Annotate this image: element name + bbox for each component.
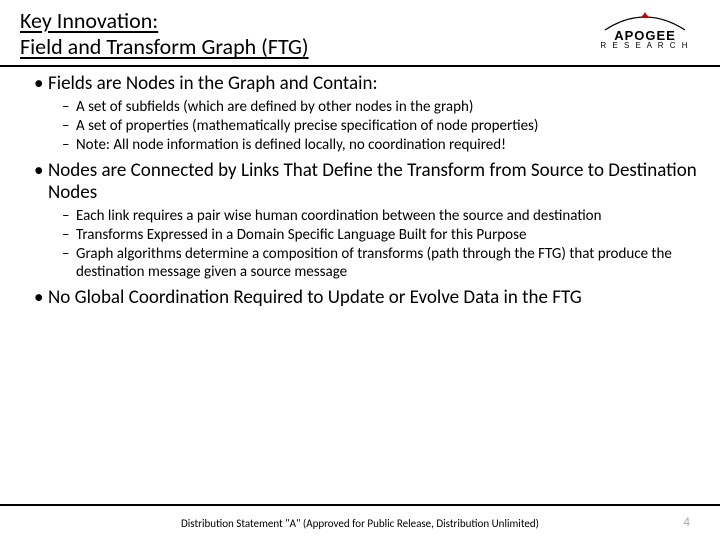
bullet-2-sub-3: Graph algorithms determine a composition… <box>62 245 698 281</box>
bullet-3: No Global Coordination Required to Updat… <box>34 287 698 310</box>
logo-sub: R E S E A R C H <box>600 41 689 50</box>
page-number: 4 <box>683 515 690 530</box>
footer-rule <box>0 504 720 506</box>
bullet-1-sub-2: A set of properties (mathematically prec… <box>62 117 698 135</box>
title-line-1: Key Innovation: <box>20 7 158 34</box>
bullet-1: Fields are Nodes in the Graph and Contai… <box>34 73 698 96</box>
bullet-2-sub-2: Transforms Expressed in a Domain Specifi… <box>62 226 698 244</box>
logo-apogee: APOGEE R E S E A R C H <box>600 12 690 50</box>
page-title: Key Innovation: Field and Transform Grap… <box>20 8 309 61</box>
bullet-1-sub-1: A set of subfields (which are defined by… <box>62 98 698 116</box>
header-rule <box>0 65 720 67</box>
content: Fields are Nodes in the Graph and Contai… <box>0 73 720 310</box>
footer-text: Distribution Statement "A" (Approved for… <box>0 517 720 530</box>
header: Key Innovation: Field and Transform Grap… <box>0 0 720 65</box>
title-line-2: Field and Transform Graph (FTG) <box>20 33 309 60</box>
bullet-2: Nodes are Connected by Links That Define… <box>34 160 698 206</box>
bullet-1-sub-3: Note: All node information is defined lo… <box>62 136 698 154</box>
logo-arc-icon <box>600 12 690 32</box>
bullet-2-sub-1: Each link requires a pair wise human coo… <box>62 207 698 225</box>
